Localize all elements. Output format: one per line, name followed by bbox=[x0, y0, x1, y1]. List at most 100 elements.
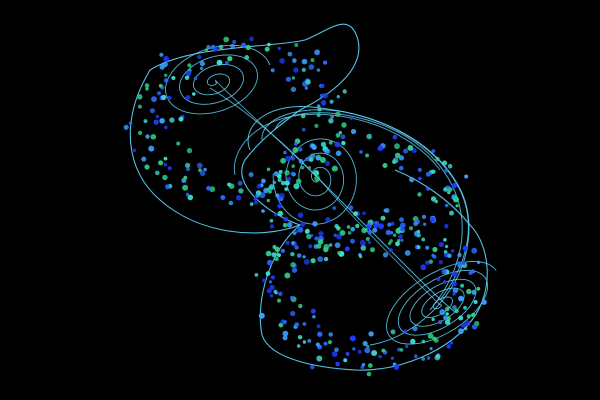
particle bbox=[392, 134, 398, 140]
particle bbox=[323, 60, 328, 65]
particle bbox=[320, 83, 325, 88]
particle bbox=[451, 271, 457, 277]
particle bbox=[325, 161, 331, 166]
particle bbox=[409, 177, 415, 183]
particle bbox=[323, 341, 328, 346]
particle bbox=[274, 256, 279, 262]
particle bbox=[305, 157, 310, 162]
particle bbox=[366, 345, 370, 349]
particle bbox=[352, 347, 356, 351]
particle bbox=[370, 247, 375, 253]
particle bbox=[403, 148, 409, 154]
particle bbox=[265, 250, 272, 257]
particle bbox=[425, 245, 430, 250]
particle bbox=[301, 67, 306, 72]
particle bbox=[366, 133, 373, 140]
particle bbox=[447, 253, 452, 258]
particle bbox=[290, 171, 295, 176]
particle bbox=[387, 222, 392, 227]
particle bbox=[350, 128, 357, 135]
particle bbox=[464, 320, 471, 327]
particle bbox=[425, 171, 431, 177]
particle bbox=[284, 187, 289, 191]
particle bbox=[159, 118, 165, 124]
particle bbox=[429, 347, 433, 351]
particle bbox=[364, 347, 371, 354]
particle bbox=[300, 166, 305, 170]
particle bbox=[316, 112, 321, 118]
particle bbox=[153, 119, 159, 125]
particle bbox=[310, 258, 316, 264]
particle bbox=[266, 167, 271, 172]
particle bbox=[297, 212, 304, 218]
particle bbox=[186, 167, 190, 172]
particle bbox=[312, 221, 318, 227]
particle bbox=[314, 123, 319, 128]
particle bbox=[398, 165, 404, 171]
particle bbox=[306, 233, 312, 240]
particle bbox=[336, 226, 340, 230]
particle bbox=[335, 150, 342, 157]
particle bbox=[298, 303, 303, 309]
particle bbox=[353, 211, 358, 216]
particle bbox=[145, 134, 150, 139]
particle bbox=[273, 171, 279, 177]
particle bbox=[449, 210, 454, 216]
particle bbox=[471, 324, 478, 330]
particle bbox=[245, 44, 251, 51]
particle bbox=[428, 259, 433, 264]
particle bbox=[329, 99, 334, 104]
particle bbox=[377, 145, 384, 152]
particle bbox=[335, 133, 341, 138]
particle bbox=[199, 61, 205, 67]
particle bbox=[348, 205, 354, 210]
particle bbox=[285, 240, 290, 245]
particle bbox=[366, 224, 371, 230]
particle bbox=[339, 230, 346, 236]
particle bbox=[249, 202, 254, 206]
particle bbox=[199, 66, 204, 71]
particle bbox=[162, 174, 168, 181]
particle bbox=[227, 182, 232, 187]
particle bbox=[298, 158, 304, 164]
particle bbox=[481, 299, 487, 305]
particle bbox=[388, 248, 393, 253]
particle bbox=[204, 48, 209, 52]
particle bbox=[128, 121, 133, 125]
particle bbox=[160, 94, 167, 101]
particle bbox=[290, 86, 297, 93]
particle bbox=[434, 199, 439, 204]
particle bbox=[182, 184, 189, 191]
particle bbox=[394, 152, 401, 159]
particle bbox=[473, 300, 478, 304]
particle bbox=[196, 162, 203, 169]
particle bbox=[449, 341, 454, 345]
particle bbox=[290, 262, 296, 268]
particle bbox=[297, 335, 303, 340]
particle bbox=[291, 241, 295, 245]
particle bbox=[331, 165, 338, 172]
particle bbox=[365, 237, 370, 241]
particle bbox=[314, 175, 321, 182]
particle bbox=[280, 248, 285, 253]
particle bbox=[395, 241, 400, 247]
particle bbox=[323, 243, 330, 250]
particle bbox=[350, 238, 355, 244]
particle bbox=[443, 315, 448, 320]
particle bbox=[400, 238, 404, 242]
particle bbox=[389, 239, 393, 243]
particle bbox=[158, 83, 163, 88]
particle bbox=[266, 259, 273, 266]
particle bbox=[451, 182, 458, 189]
particle bbox=[400, 226, 405, 232]
particle bbox=[304, 86, 308, 90]
particle bbox=[279, 192, 285, 199]
particle bbox=[451, 281, 457, 287]
particle bbox=[409, 226, 413, 231]
particle bbox=[336, 233, 342, 240]
particle bbox=[316, 355, 323, 362]
particle bbox=[334, 141, 341, 148]
particle bbox=[359, 150, 363, 154]
particle bbox=[438, 241, 444, 248]
